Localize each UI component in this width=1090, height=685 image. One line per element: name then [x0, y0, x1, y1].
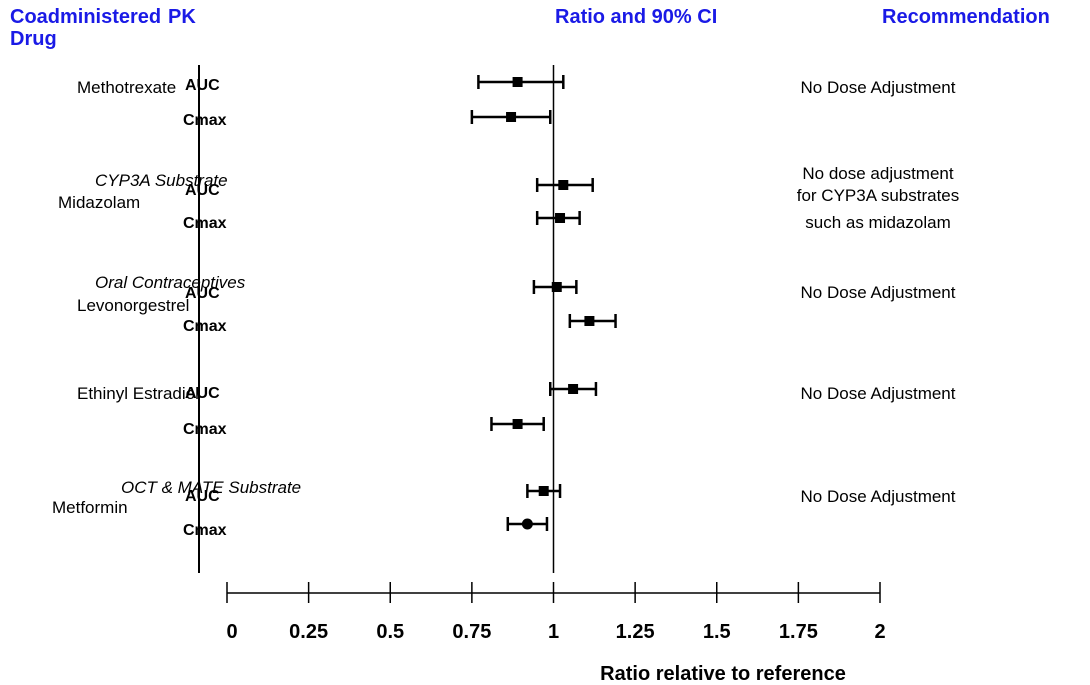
recommendation-text: No Dose Adjustment — [800, 78, 956, 97]
recommendation-text: No Dose Adjustment — [800, 384, 956, 403]
point-estimate — [521, 518, 533, 530]
point-estimate — [512, 419, 523, 429]
drug-name: Methotrexate — [77, 78, 177, 97]
x-tick-label: 0.25 — [289, 621, 328, 643]
recommendation-text: No Dose Adjustment — [800, 283, 956, 302]
header-drug-line2: Drug — [10, 28, 57, 50]
x-tick-label: 0.5 — [376, 621, 404, 643]
x-tick-label: 1 — [548, 621, 559, 643]
header-recommendation: Recommendation — [882, 6, 1050, 28]
recommendation-text: No dose adjustment — [802, 164, 954, 183]
pk-label-cmax: Cmax — [183, 522, 227, 539]
pk-label-cmax: Cmax — [183, 215, 227, 232]
drug-name: Metformin — [52, 498, 128, 517]
x-axis-title: Ratio relative to reference — [600, 663, 846, 685]
x-tick-label: 1.25 — [616, 621, 655, 643]
pk-label-auc: AUC — [185, 77, 220, 94]
header-pk: PK — [168, 6, 196, 28]
drug-name: Levonorgestrel — [77, 296, 190, 315]
point-estimate — [584, 316, 595, 326]
drug-subtitle: Oral Contraceptives — [95, 273, 246, 292]
x-tick-label: 1.75 — [779, 621, 818, 643]
header-ratio: Ratio and 90% CI — [555, 6, 718, 28]
point-estimate — [551, 282, 562, 292]
drug-name: Midazolam — [58, 193, 141, 212]
drug-subtitle: CYP3A Substrate — [95, 171, 228, 190]
drug-name: Ethinyl Estradiol — [77, 384, 199, 403]
point-estimate — [538, 486, 549, 496]
recommendation-text: such as midazolam — [805, 213, 951, 232]
point-estimate — [506, 112, 517, 122]
point-estimate — [555, 213, 566, 223]
pk-label-auc: AUC — [185, 182, 220, 199]
pk-label-cmax: Cmax — [183, 421, 227, 438]
x-tick-label: 2 — [874, 621, 885, 643]
left-divider-line — [198, 65, 200, 573]
recommendation-text: for CYP3A substrates — [796, 186, 960, 205]
x-tick-label: 0 — [226, 621, 237, 643]
recommendation-text: No Dose Adjustment — [800, 487, 956, 506]
x-tick-label: 0.75 — [452, 621, 491, 643]
pk-label-cmax: Cmax — [183, 112, 227, 129]
pk-label-auc: AUC — [185, 488, 220, 505]
point-estimate — [568, 384, 579, 394]
point-estimate — [512, 77, 523, 87]
pk-label-auc: AUC — [185, 385, 220, 402]
drug-subtitle: OCT & MATE Substrate — [121, 478, 302, 497]
pk-label-auc: AUC — [185, 285, 220, 302]
point-estimate — [558, 180, 569, 190]
header-drug: Coadministered — [10, 6, 162, 28]
pk-label-cmax: Cmax — [183, 318, 227, 335]
x-tick-label: 1.5 — [703, 621, 731, 643]
